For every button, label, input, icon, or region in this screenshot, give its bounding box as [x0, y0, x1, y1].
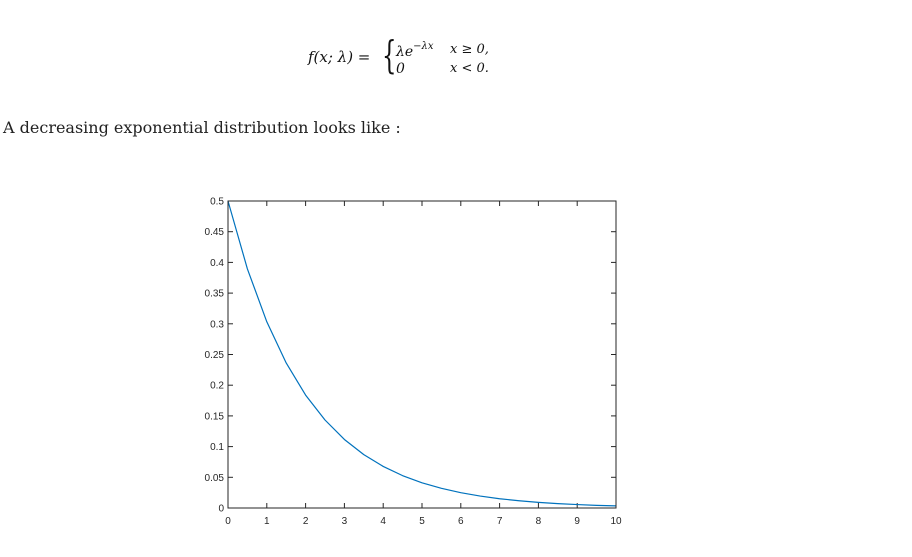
y-tick-label: 0.5	[210, 197, 224, 208]
plot-area-box	[227, 200, 617, 509]
y-tick-label: 0.4	[210, 258, 224, 269]
x-tick-label: 3	[342, 516, 348, 527]
tick-labels-layer: 0 1 2 3 4 5 6 7 8 9 10 0 0.05 0.1 0.15 0.2 0.25 0.3 0.35 0.…	[205, 197, 622, 528]
x-tick-label: 2	[303, 516, 309, 527]
y-tick-label: 0.15	[205, 411, 225, 422]
formula-case1-exponent: −λx	[413, 41, 434, 52]
x-tick-label: 4	[380, 516, 386, 527]
formula-case1-condition: x ≥ 0,	[450, 42, 489, 57]
y-tick-label: 0.25	[205, 350, 225, 361]
x-tick-label: 10	[610, 516, 622, 527]
series-layer	[227, 200, 617, 507]
formula-case2-expression: 0	[396, 61, 405, 77]
y-tick-label: 0.1	[210, 442, 224, 453]
x-tick-label: 5	[419, 516, 425, 527]
formula-lhs: f(x; λ) =	[308, 48, 371, 66]
y-tick-label: 0.45	[205, 227, 225, 238]
x-tick-label: 1	[264, 516, 270, 527]
y-tick-label: 0	[218, 504, 224, 515]
x-tick-label: 7	[497, 516, 503, 527]
series-line-0	[227, 200, 617, 507]
x-tick-label: 0	[225, 516, 231, 527]
formula-case2-condition: x < 0.	[450, 61, 489, 76]
x-tick-label: 9	[574, 516, 580, 527]
formula-brace: {	[382, 33, 397, 77]
y-tick-label: 0.2	[210, 381, 224, 392]
y-tick-label: 0.05	[205, 473, 225, 484]
intro-text: A decreasing exponential distribution lo…	[3, 118, 401, 137]
pdf-formula: f(x; λ) = { λe−λx x ≥ 0, 0 x < 0.	[300, 36, 520, 82]
y-tick-label: 0.3	[210, 319, 224, 330]
x-tick-label: 6	[458, 516, 464, 527]
x-tick-label: 8	[536, 516, 542, 527]
formula-case1-expression: λe−λx	[396, 41, 434, 60]
formula-case1-base: λe	[396, 44, 414, 60]
ticks-layer	[227, 200, 617, 509]
y-tick-label: 0.35	[205, 289, 225, 300]
